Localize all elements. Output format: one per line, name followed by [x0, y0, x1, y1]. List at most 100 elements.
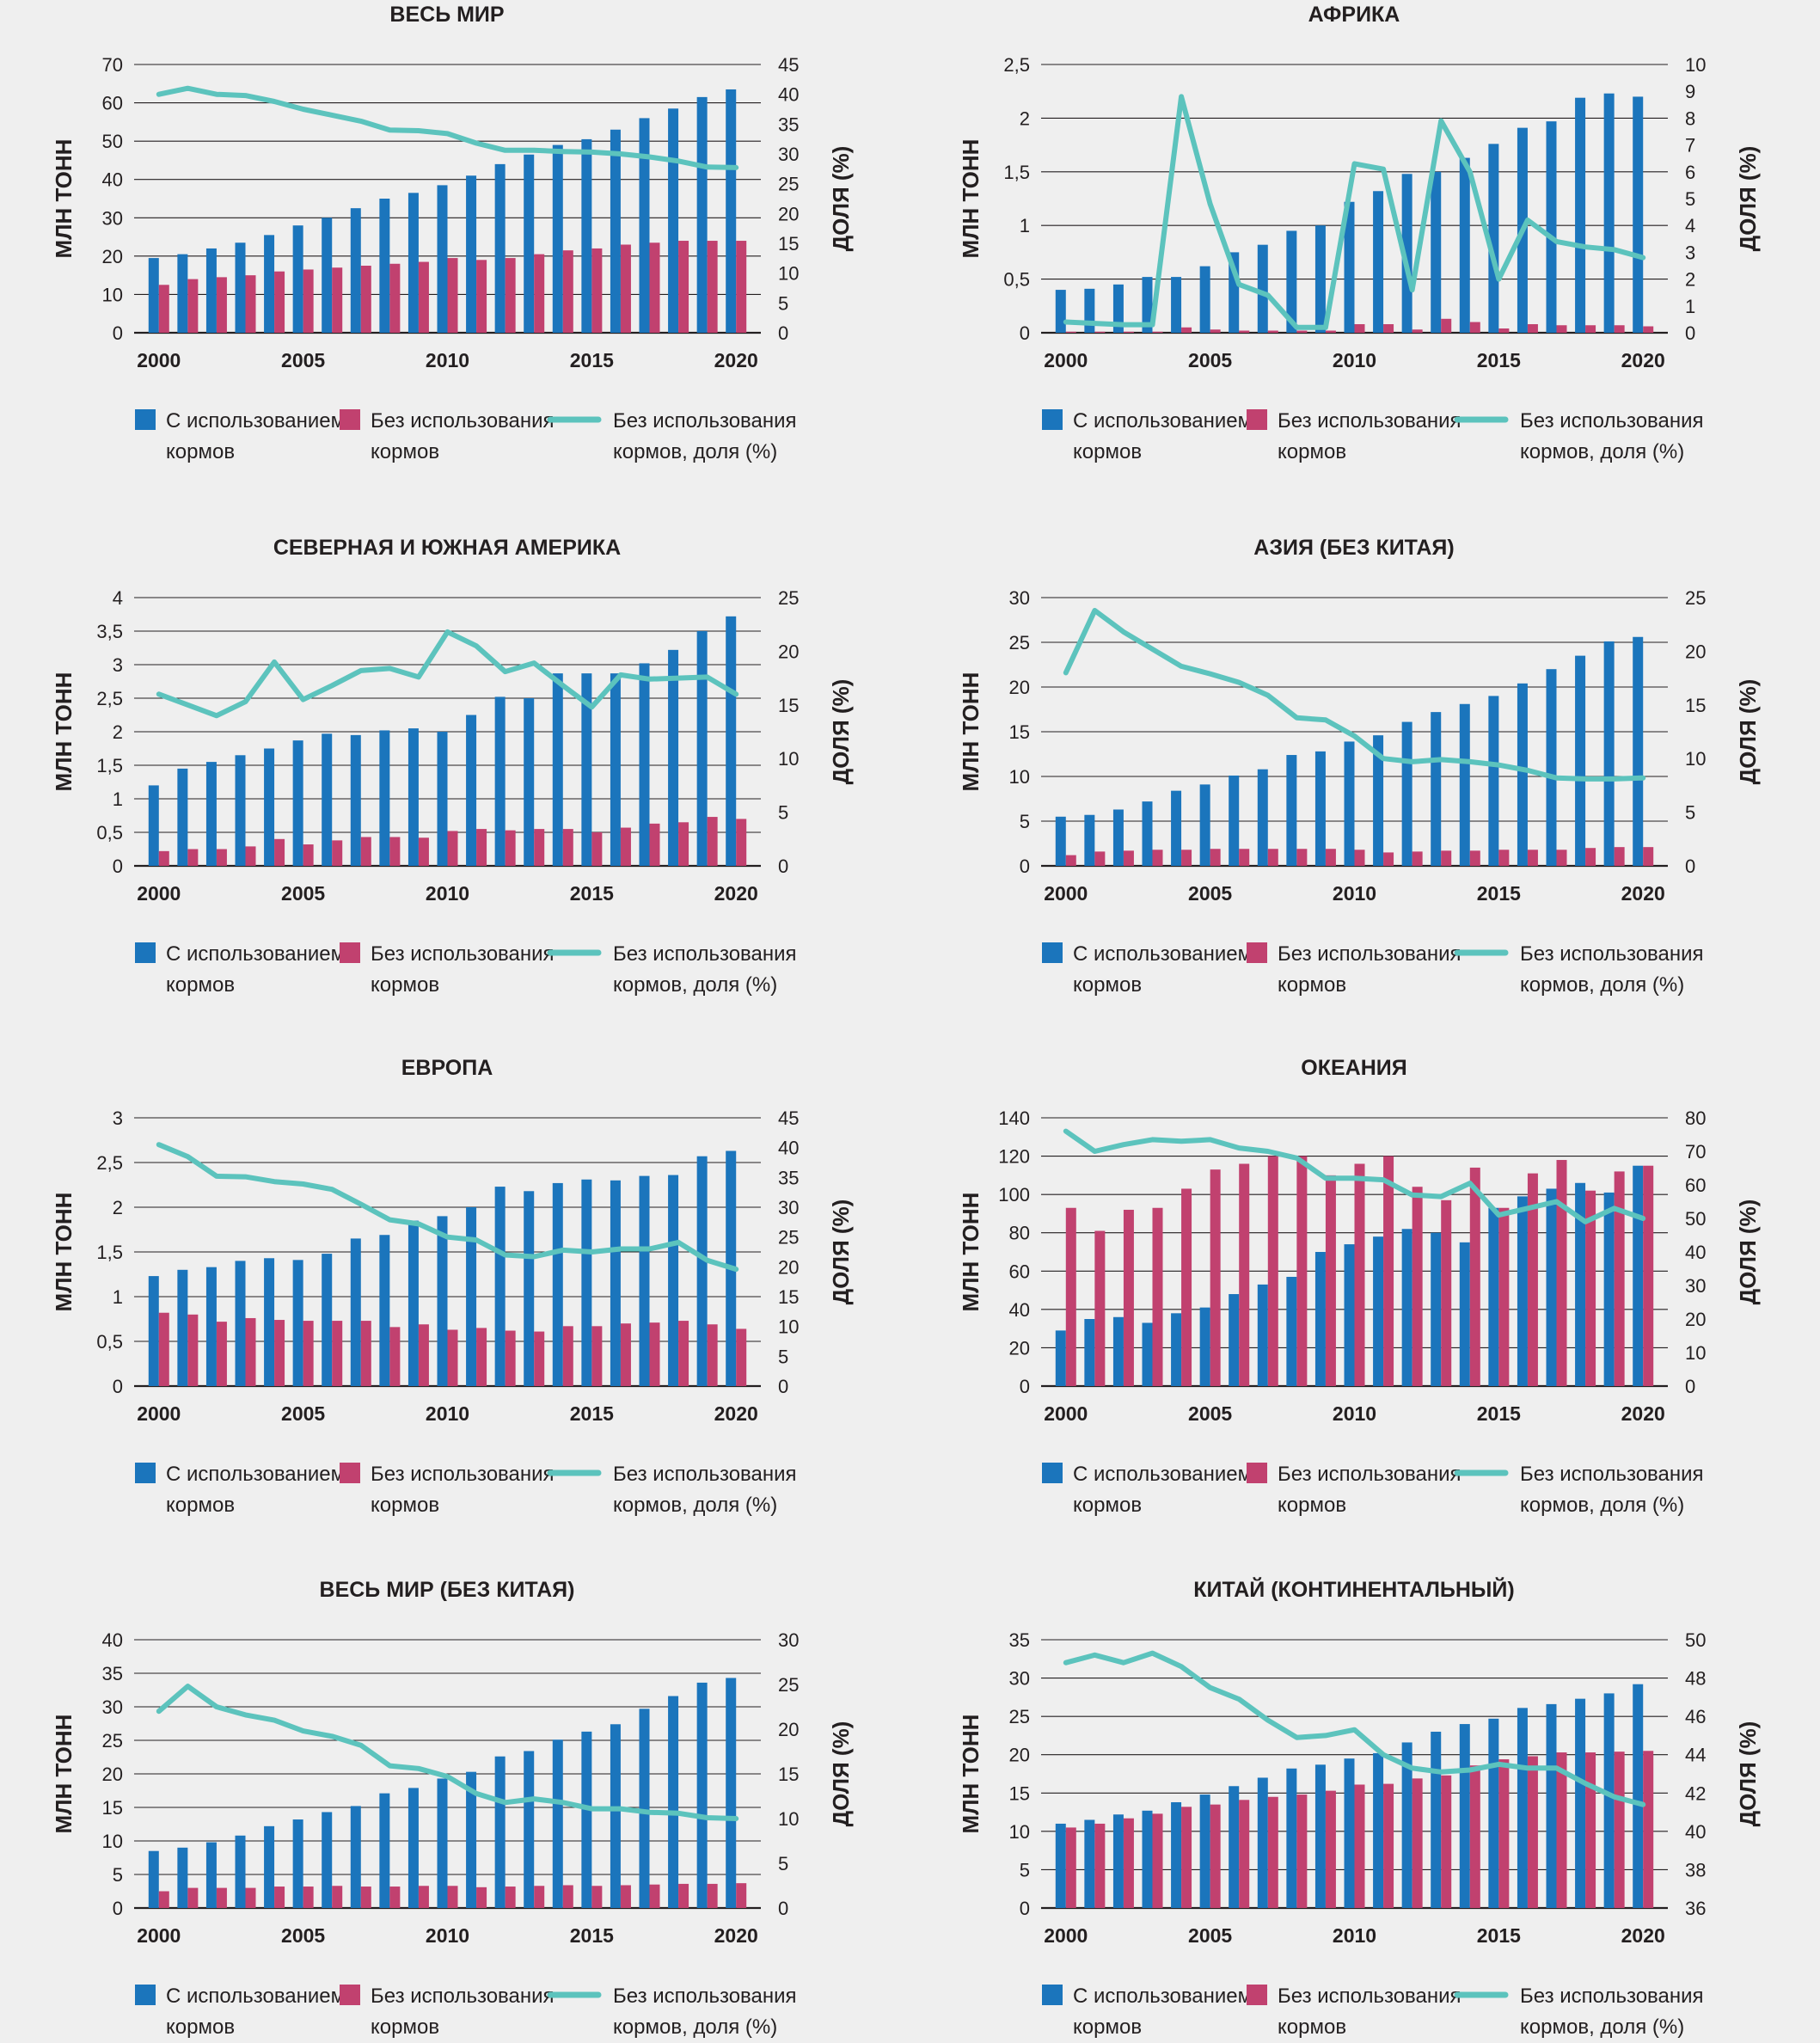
legend-label: С использованием: [1073, 409, 1252, 433]
bar-feed: [1142, 1810, 1153, 1908]
y-axis-label: МЛН ТОНН: [958, 1193, 984, 1312]
bar-nonfeed: [187, 849, 199, 866]
bar-feed: [639, 118, 650, 333]
bar-feed: [1401, 1229, 1412, 1386]
y-tick-label: 0: [113, 856, 123, 877]
bar-nonfeed: [505, 258, 516, 333]
legend-label: кормов: [1278, 973, 1346, 997]
bar-nonfeed: [1354, 1784, 1365, 1908]
bar-nonfeed: [476, 1328, 487, 1386]
bar-nonfeed: [158, 285, 169, 333]
bar-feed: [177, 254, 188, 333]
bar-feed: [292, 225, 303, 333]
bar-nonfeed: [678, 241, 689, 333]
bar-nonfeed: [562, 1885, 573, 1908]
x-tick-label: 2015: [570, 1402, 614, 1425]
y2-tick-label: 10: [1685, 748, 1706, 770]
y2-axis-label: ДОЛЯ (%): [1735, 679, 1761, 785]
y2-tick-label: 30: [778, 1197, 799, 1218]
y-tick-label: 70: [102, 54, 123, 76]
legend-label: Без использования: [613, 942, 797, 966]
bar-nonfeed: [1383, 1783, 1394, 1908]
bar-nonfeed: [1296, 1156, 1308, 1386]
bar-nonfeed: [562, 829, 573, 866]
y2-tick-label: 20: [778, 1719, 799, 1740]
legend-swatch-nonfeed: [1247, 409, 1267, 430]
y2-tick-label: 15: [1685, 695, 1706, 716]
y2-tick-label: 45: [778, 54, 799, 76]
bar-nonfeed: [1585, 1190, 1596, 1386]
y2-tick-label: 42: [1685, 1782, 1706, 1804]
share-line: [156, 1684, 739, 1821]
bar-feed: [524, 1191, 535, 1386]
bar-feed: [322, 1254, 333, 1386]
bar-feed: [552, 1182, 563, 1386]
bar-feed: [205, 1842, 217, 1908]
bar-nonfeed: [1498, 328, 1510, 333]
y-tick-label: 50: [102, 131, 123, 152]
y2-tick-label: 36: [1685, 1898, 1706, 1919]
legend-label: кормов: [1278, 1494, 1346, 1517]
x-tick-label: 2000: [1044, 882, 1088, 905]
bar-nonfeed: [447, 1886, 458, 1908]
bar-nonfeed: [1383, 852, 1394, 866]
legend-swatch-nonfeed: [340, 409, 360, 430]
bar-nonfeed: [534, 829, 545, 866]
bar-nonfeed: [1354, 850, 1365, 866]
legend-label: кормов, доля (%): [1520, 2015, 1684, 2039]
bar-feed: [1286, 1276, 1297, 1386]
bar-feed: [1199, 266, 1210, 333]
bar-nonfeed: [1065, 1207, 1076, 1386]
y-tick-label: 30: [102, 1696, 123, 1718]
bar-nonfeed: [1556, 850, 1567, 866]
bar-nonfeed: [1469, 1765, 1480, 1908]
bar-feed: [148, 1850, 159, 1908]
y-tick-label: 0: [113, 1898, 123, 1919]
bar-feed: [1112, 284, 1124, 333]
legend-swatch-nonfeed: [340, 942, 360, 963]
bar-feed: [1488, 144, 1499, 333]
bar-nonfeed: [1123, 1209, 1134, 1386]
chart-panel: ЕВРОПА00,511,522,53051015202530354045200…: [51, 1056, 854, 1517]
bar-nonfeed: [1383, 1156, 1394, 1386]
bar-nonfeed: [534, 1886, 545, 1908]
bar-feed: [437, 1778, 448, 1908]
legend-label: кормов, доля (%): [613, 2015, 777, 2039]
y2-tick-label: 5: [778, 292, 788, 314]
bar-feed: [1459, 703, 1470, 866]
bar-nonfeed: [1123, 1818, 1134, 1908]
y-tick-label: 0: [1020, 1376, 1030, 1397]
y2-tick-label: 40: [778, 84, 799, 106]
legend-swatch-feed: [135, 1985, 156, 2005]
y-tick-label: 25: [1009, 632, 1030, 653]
bar-feed: [1459, 1724, 1470, 1908]
bar-feed: [1257, 769, 1268, 866]
bar-feed: [350, 734, 361, 866]
y2-tick-label: 7: [1685, 135, 1695, 156]
bar-feed: [494, 1756, 506, 1908]
legend-label: кормов: [166, 1494, 235, 1517]
bar-nonfeed: [1065, 855, 1076, 866]
bar-nonfeed: [591, 1326, 603, 1386]
y-tick-label: 20: [102, 1764, 123, 1785]
bar-feed: [466, 1207, 477, 1386]
x-tick-label: 2010: [426, 1402, 469, 1425]
bar-feed: [322, 733, 333, 866]
bar-nonfeed: [678, 822, 689, 866]
bar-nonfeed: [418, 261, 429, 333]
bar-feed: [292, 740, 303, 866]
x-tick-label: 2020: [1621, 1402, 1665, 1425]
y-tick-label: 0,5: [96, 822, 123, 844]
bar-feed: [1488, 696, 1499, 866]
bar-feed: [1344, 741, 1355, 866]
bar-feed: [639, 1175, 650, 1386]
share-line: [156, 85, 739, 170]
legend-label: Без использования: [371, 409, 555, 433]
bar-nonfeed: [649, 823, 660, 866]
x-tick-label: 2000: [1044, 349, 1088, 371]
bar-feed: [1199, 1307, 1210, 1386]
y2-tick-label: 15: [778, 1286, 799, 1308]
legend-label: Без использования: [1278, 1985, 1462, 2008]
bar-nonfeed: [187, 1314, 199, 1386]
bar-nonfeed: [1441, 1775, 1452, 1908]
